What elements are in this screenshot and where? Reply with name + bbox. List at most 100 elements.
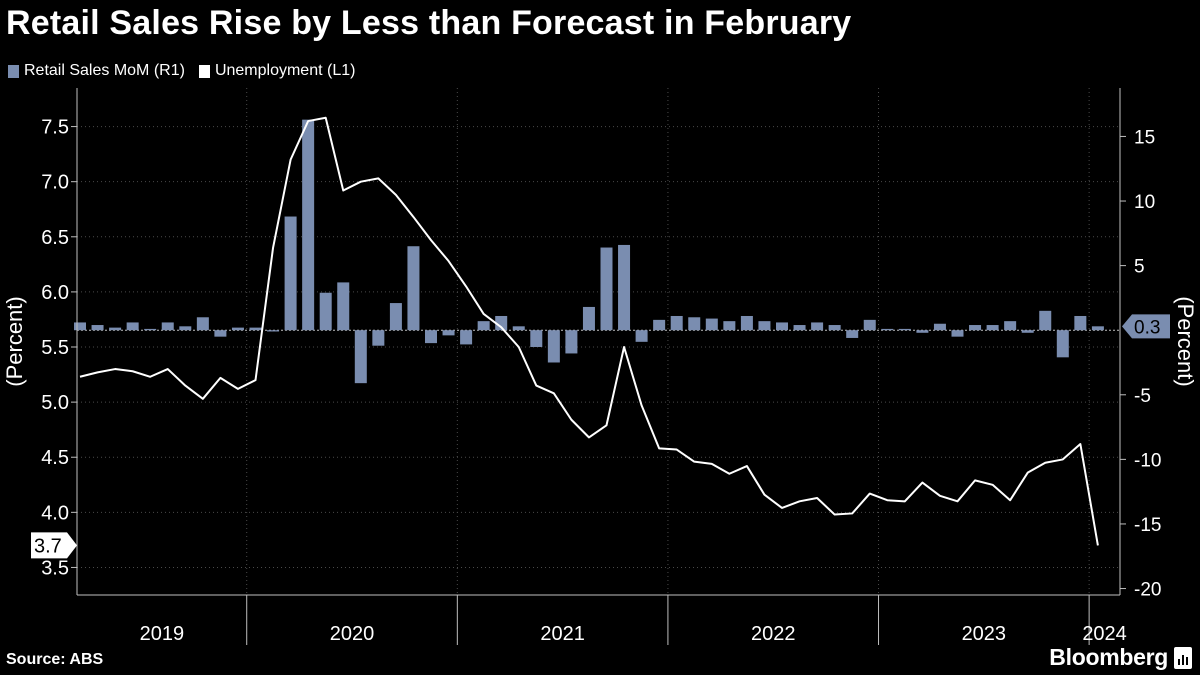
right-last-value-label: 0.3 (1134, 317, 1160, 338)
bar-retail-sales (214, 330, 227, 337)
right-tick-label: -20 (1134, 580, 1161, 601)
bar-retail-sales (565, 330, 578, 354)
right-tick-label: -5 (1134, 386, 1151, 407)
x-tick-label: 2022 (751, 623, 796, 645)
bar-retail-sales (530, 330, 543, 347)
bar-retail-sales (389, 303, 402, 331)
bar-retail-sales (1056, 330, 1069, 358)
x-tick-label: 2021 (540, 623, 585, 645)
bar-retail-sales (705, 318, 718, 331)
bar-retail-sales (319, 292, 332, 331)
right-tick-label: -15 (1134, 515, 1161, 536)
bar-retail-sales (776, 322, 788, 331)
right-last-value-marker (1122, 314, 1170, 339)
left-tick-label: 5.0 (41, 392, 69, 414)
bar-retail-sales (863, 319, 876, 331)
bar-retail-sales (196, 317, 209, 331)
x-tick-label: 2020 (330, 623, 375, 645)
bar-retail-sales (582, 306, 595, 331)
bar-retail-sales (916, 330, 929, 333)
right-tick-label: 10 (1134, 192, 1155, 213)
bar-retail-sales (284, 216, 297, 331)
x-tick-label: 2019 (140, 623, 185, 645)
bar-retail-sales (144, 328, 157, 331)
bar-retail-sales (1091, 326, 1104, 331)
brand-chart-icon (1174, 646, 1192, 669)
bar-retail-sales (302, 119, 315, 331)
left-tick-label: 4.5 (41, 447, 69, 469)
legend-item-unemployment: Unemployment (L1) (198, 62, 356, 80)
bar-retail-sales (372, 330, 385, 346)
bar-retail-sales (179, 326, 192, 331)
bar-retail-sales (951, 330, 964, 337)
bar-retail-sales (1004, 321, 1017, 331)
legend-swatch-retail-sales (8, 64, 19, 78)
bar-retail-sales (460, 330, 473, 345)
bar-retail-sales (793, 325, 806, 331)
line-unemployment (79, 116, 1099, 546)
legend-label-retail-sales: Retail Sales MoM (R1) (24, 62, 185, 79)
bar-retail-sales (1021, 330, 1034, 333)
bar-retail-sales (91, 325, 104, 331)
bar-retail-sales (161, 322, 174, 331)
left-axis-title: (Percent) (2, 296, 27, 386)
bar-retail-sales (688, 317, 701, 331)
right-tick-label: 15 (1134, 127, 1155, 148)
left-last-value-label: 3.7 (34, 535, 62, 557)
bar-retail-sales (231, 327, 244, 331)
left-tick-label: 6.0 (41, 282, 69, 304)
bar-retail-sales (969, 325, 982, 331)
left-tick-label: 4.0 (41, 502, 69, 524)
right-tick-label: -10 (1134, 450, 1161, 471)
bar-retail-sales (126, 322, 139, 331)
bar-retail-sales (267, 330, 280, 332)
bar-retail-sales (618, 244, 631, 331)
brand: Bloomberg (1049, 644, 1192, 671)
bar-retail-sales (828, 325, 841, 331)
bar-retail-sales (74, 322, 86, 331)
bar-retail-sales (495, 315, 508, 331)
left-last-value-marker (31, 532, 77, 559)
bar-retail-sales (723, 321, 736, 331)
x-tick-label: 2023 (962, 623, 1007, 645)
bar-retail-sales (547, 330, 560, 363)
bar-retail-sales (1074, 315, 1087, 331)
x-tick-label: 2024 (1082, 623, 1127, 645)
bar-retail-sales (758, 321, 771, 331)
left-tick-label: 5.5 (41, 337, 69, 359)
right-tick-label: 5 (1134, 257, 1145, 278)
bar-retail-sales (635, 330, 648, 342)
bar-retail-sales (442, 330, 455, 336)
bar-retail-sales (249, 327, 262, 331)
bar-retail-sales (337, 282, 350, 331)
left-tick-label: 7.5 (41, 117, 69, 139)
bar-retail-sales (477, 321, 490, 331)
bar-retail-sales (933, 323, 946, 331)
bar-retail-sales (407, 246, 420, 331)
left-tick-label: 7.0 (41, 172, 69, 194)
left-tick-label: 3.5 (41, 557, 69, 579)
bar-retail-sales (425, 330, 437, 344)
bar-retail-sales (740, 315, 753, 331)
brand-logo-text: Bloomberg (1049, 644, 1168, 670)
legend: Retail Sales MoM (R1) Unemployment (L1) (8, 60, 369, 82)
bar-retail-sales (898, 328, 911, 331)
legend-swatch-unemployment (198, 64, 210, 78)
legend-label-unemployment: Unemployment (L1) (214, 62, 356, 79)
bar-retail-sales (600, 247, 613, 331)
bar-retail-sales (846, 330, 859, 338)
bar-retail-sales (512, 326, 525, 331)
bar-retail-sales (354, 330, 367, 384)
bar-retail-sales (653, 319, 666, 331)
chart-title: Retail Sales Rise by Less than Forecast … (6, 4, 852, 42)
right-axis-title: (Percent) (1173, 296, 1198, 386)
bar-retail-sales (109, 327, 122, 331)
bar-retail-sales (986, 325, 999, 331)
bar-retail-sales (881, 328, 894, 331)
source-note: Source: ABS (6, 651, 104, 668)
bar-retail-sales (1039, 310, 1052, 331)
bar-retail-sales (811, 322, 824, 331)
legend-item-retail-sales: Retail Sales MoM (R1) (8, 62, 185, 80)
bar-retail-sales (670, 315, 683, 331)
